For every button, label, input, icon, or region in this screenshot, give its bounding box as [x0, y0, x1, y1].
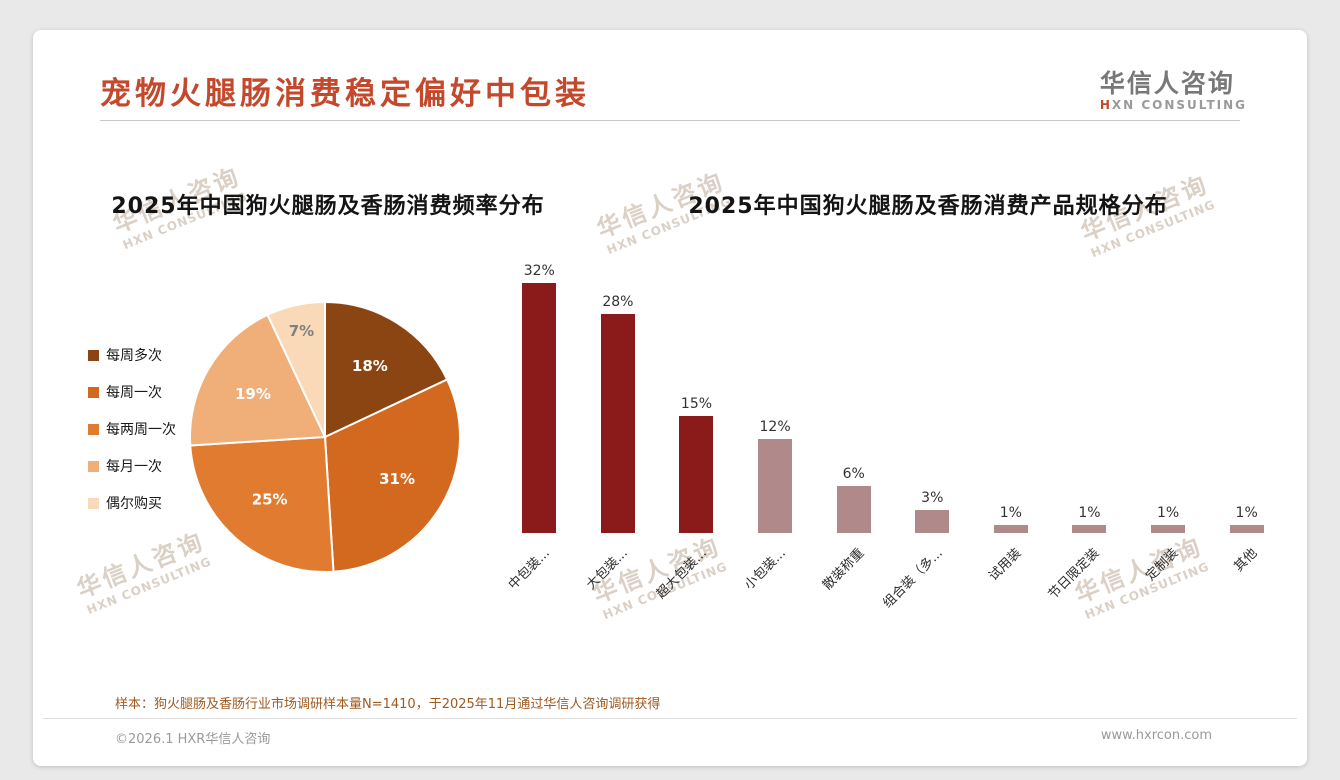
pie-slice-label: 7%	[289, 322, 314, 340]
bar-tick-cell: 其他	[1207, 533, 1286, 651]
bar-tick-cell: 小包装...	[736, 533, 815, 651]
bar-tick-cell: 散装称重	[814, 533, 893, 651]
bar	[679, 415, 714, 533]
bar-ticks: 中包装... 大包装... 超大包装... 小包装... 散装称重 组合装（多... 试用装…	[500, 533, 1286, 651]
pie-slice-label: 19%	[235, 385, 271, 403]
sample-footnote: 样本：狗火腿肠及香肠行业市场调研样本量N=1410，于2025年11月通过华信人…	[115, 697, 661, 712]
legend-label: 每两周一次	[106, 422, 176, 438]
pie-slice	[324, 300, 449, 439]
bar-value-label: 12%	[759, 419, 791, 436]
bar-tick-cell: 超大包装...	[654, 533, 736, 651]
logo-en-accent: H	[1099, 97, 1112, 112]
legend-swatch	[88, 423, 99, 435]
pie-chart: 18% 31% 25% 19% 7%	[189, 300, 461, 573]
legend-item: 每周多次	[88, 345, 176, 365]
pie-slice-label: 31%	[379, 470, 415, 488]
pie-slice	[189, 313, 327, 447]
legend-label: 每周一次	[106, 385, 162, 401]
bar-tick-label: 其他	[1231, 545, 1261, 575]
company-logo: 华信人咨询 HXN CONSULTING	[1100, 70, 1247, 112]
slide-card: 华信人咨询 HXN CONSULTING 华信人咨询 HXN CONSULTIN…	[33, 30, 1307, 766]
bar	[600, 314, 635, 533]
bar-column: 3%	[893, 490, 972, 533]
bar-value-label: 1%	[1235, 505, 1258, 522]
footer: ©2026.1 HXR华信人咨询 www.hxrcon.com	[115, 728, 1212, 747]
legend-label: 每周多次	[106, 348, 162, 364]
footer-divider	[43, 718, 1297, 719]
legend-swatch	[88, 386, 99, 398]
pie-slice	[266, 300, 326, 438]
bar-chart-title: 2025年中国狗火腿肠及香肠消费产品规格分布	[688, 194, 1168, 219]
bar-value-label: 1%	[999, 505, 1022, 522]
logo-en-text: HXN CONSULTING	[1100, 98, 1247, 112]
legend-item: 每周一次	[88, 382, 176, 402]
bar-tick-label: 小包装...	[741, 545, 789, 593]
legend-label: 每月一次	[106, 459, 162, 475]
bar-plot: 32% 28% 15% 12% 6% 3% 1% 1% 1% 1%	[500, 255, 1286, 533]
bar-value-label: 32%	[523, 263, 555, 279]
bar-tick-cell: 组合装（多...	[880, 533, 972, 651]
bar	[758, 439, 793, 533]
bar	[522, 283, 557, 533]
bar-column: 28%	[579, 294, 658, 533]
pie-slice	[189, 435, 335, 573]
bar	[993, 525, 1028, 533]
bar-tick-label: 超大包装...	[653, 545, 710, 602]
bar-chart-section: 2025年中国狗火腿肠及香肠消费产品规格分布 32% 28% 15% 12% 6% 3% 1…	[33, 30, 1307, 766]
pie-legend: 每周多次每周一次每两周一次每月一次偶尔购买	[88, 345, 176, 513]
pie-slice	[323, 378, 461, 573]
bar	[1151, 525, 1186, 533]
bar-value-label: 1%	[1156, 505, 1180, 522]
bar-column: 1%	[1207, 505, 1286, 533]
bar-column: 15%	[657, 396, 736, 533]
bar-value-label: 28%	[602, 294, 634, 311]
bar-column: 1%	[972, 505, 1051, 533]
pie-slice-label: 18%	[352, 357, 388, 375]
bar-tick-label: 中包装...	[505, 545, 553, 593]
bar-tick-label: 节日限定装	[1046, 545, 1103, 603]
bar-tick-label: 散装称重	[819, 545, 868, 594]
bar	[1229, 525, 1264, 533]
legend-swatch	[88, 497, 99, 509]
bar-value-label: 3%	[921, 489, 944, 506]
pie-slice-label: 25%	[252, 490, 288, 508]
page-title: 宠物火腿肠消费稳定偏好中包装	[100, 76, 590, 112]
bar-value-label: 1%	[1078, 505, 1101, 522]
bar-tick-cell: 大包装...	[579, 533, 658, 651]
bar-column: 1%	[1050, 505, 1129, 533]
bar	[915, 509, 950, 533]
legend-swatch	[88, 460, 99, 472]
header: 宠物火腿肠消费稳定偏好中包装 华信人咨询 HXN CONSULTING	[100, 68, 1247, 113]
bar	[1072, 525, 1107, 533]
bar-tick-cell: 试用装	[972, 533, 1051, 651]
copyright-text: ©2026.1 HXR华信人咨询	[115, 732, 271, 747]
bar-column: 32%	[500, 263, 579, 533]
bar-tick-cell: 中包装...	[500, 533, 579, 651]
bar-tick-cell: 定制装	[1129, 533, 1208, 651]
legend-label: 偶尔购买	[106, 496, 162, 512]
header-divider	[100, 120, 1240, 121]
legend-item: 偶尔购买	[88, 493, 176, 513]
pie-chart-section: 2025年中国狗火腿肠及香肠消费频率分布 每周多次每周一次每两周一次每月一次偶尔…	[33, 30, 1307, 766]
bar-column: 12%	[736, 419, 815, 533]
bar-column: 6%	[814, 466, 893, 533]
bar-tick-label: 试用装	[986, 545, 1025, 585]
bar-tick-cell: 节日限定装	[1046, 533, 1129, 651]
logo-cn-text: 华信人咨询	[1099, 69, 1235, 98]
pie-chart-title: 2025年中国狗火腿肠及香肠消费频率分布	[111, 194, 545, 219]
logo-en-rest: XN CONSULTING	[1111, 97, 1247, 112]
bar-tick-label: 定制装	[1143, 545, 1182, 585]
bar-tick-label: 大包装...	[584, 545, 632, 593]
website-url: www.hxrcon.com	[1100, 728, 1212, 743]
bar-value-label: 6%	[842, 466, 865, 483]
bar	[836, 486, 871, 533]
legend-item: 每月一次	[88, 456, 176, 476]
bar-value-label: 15%	[680, 395, 713, 412]
legend-swatch	[88, 349, 99, 361]
legend-item: 每两周一次	[88, 419, 176, 439]
bar-column: 1%	[1129, 505, 1208, 533]
